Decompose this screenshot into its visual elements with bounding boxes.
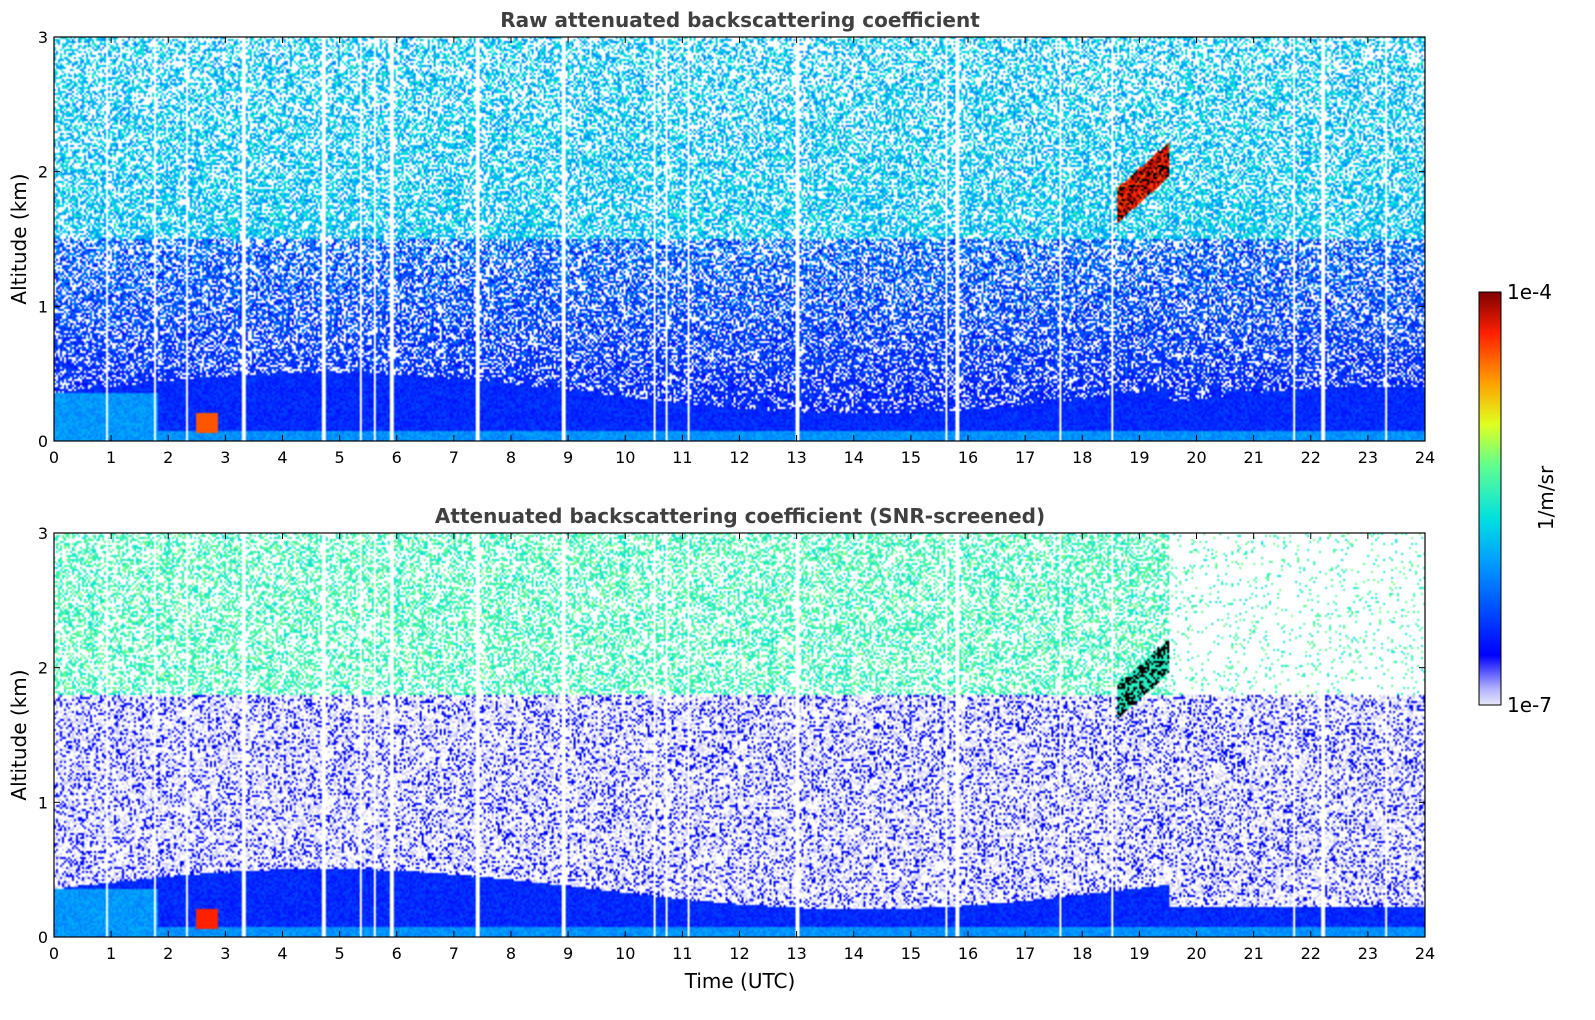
panel-screened-title: Attenuated backscattering coefficient (S… — [435, 504, 1045, 528]
colorbar: 1e-4 1e-7 1/m/sr — [1478, 280, 1558, 717]
panel-screened-x-tick-label: 19 — [1129, 944, 1149, 963]
panel-screened-x-tick-label: 18 — [1072, 944, 1092, 963]
panel-screened-y-tick-label: 1 — [38, 793, 48, 812]
panel-raw-y-ticks: 0 1 2 3 — [38, 28, 1425, 451]
panel-screened-x-tick-label: 13 — [786, 944, 806, 963]
panel-screened-x-tick-label: 4 — [277, 944, 287, 963]
panel-raw-x-tick-label: 21 — [1243, 448, 1263, 467]
panel-screened-y-tick-label: 3 — [38, 524, 48, 543]
panel-raw-x-tick-label: 16 — [958, 448, 978, 467]
panel-screened-x-tick-label: 5 — [335, 944, 345, 963]
panel-raw-title: Raw attenuated backscattering coefficien… — [500, 8, 980, 32]
panel-raw-x-tick-label: 10 — [615, 448, 635, 467]
panel-raw-x-tick-label: 24 — [1415, 448, 1435, 467]
panel-raw-x-tick-label: 2 — [163, 448, 173, 467]
panel-screened-xlabel: Time (UTC) — [684, 969, 796, 993]
colorbar-min-label: 1e-7 — [1507, 693, 1552, 717]
panel-raw-x-tick-label: 23 — [1358, 448, 1378, 467]
panel-screened-x-tick-label: 12 — [729, 944, 749, 963]
panel-screened-x-tick-label: 6 — [392, 944, 402, 963]
panel-raw-y-tick-label: 3 — [38, 28, 48, 47]
panel-screened-x-tick-label: 3 — [220, 944, 230, 963]
panel-screened-x-tick-label: 22 — [1301, 944, 1321, 963]
panel-raw-x-tick-label: 12 — [729, 448, 749, 467]
panel-screened-x-tick-label: 15 — [901, 944, 921, 963]
panel-screened-x-tick-label: 10 — [615, 944, 635, 963]
panel-screened-x-tick-label: 7 — [449, 944, 459, 963]
panel-screened-heatmap — [54, 533, 1425, 937]
panel-raw-x-tick-label: 22 — [1301, 448, 1321, 467]
panel-raw-x-tick-label: 19 — [1129, 448, 1149, 467]
panel-screened-x-tick-label: 21 — [1243, 944, 1263, 963]
panel-raw-x-tick-label: 17 — [1015, 448, 1035, 467]
panel-raw-y-tick-label: 0 — [38, 432, 48, 451]
panel-raw-x-tick-label: 8 — [506, 448, 516, 467]
colorbar-max-label: 1e-4 — [1507, 280, 1552, 304]
panel-screened-x-tick-label: 17 — [1015, 944, 1035, 963]
panel-screened-x-tick-label: 24 — [1415, 944, 1435, 963]
panel-raw-x-tick-label: 4 — [277, 448, 287, 467]
panel-screened-y-tick-label: 0 — [38, 928, 48, 947]
panel-raw-x-tick-label: 15 — [901, 448, 921, 467]
panel-raw-x-tick-label: 1 — [106, 448, 116, 467]
panel-screened-x-tick-label: 9 — [563, 944, 573, 963]
panel-screened-x-tick-label: 20 — [1186, 944, 1206, 963]
panel-screened-x-ticks: 0 1 2 3 4 5 6 7 8 9 10 11 12 13 14 15 16 17 18 19 20 21 22 23 24 — [49, 533, 1435, 963]
panel-raw-x-tick-label: 5 — [335, 448, 345, 467]
panel-screened: Attenuated backscattering coefficient (S… — [7, 504, 1435, 993]
panel-raw-x-tick-label: 18 — [1072, 448, 1092, 467]
colorbar-label: 1/m/sr — [1534, 465, 1558, 530]
panel-screened-x-tick-label: 2 — [163, 944, 173, 963]
panel-raw-x-tick-label: 3 — [220, 448, 230, 467]
panel-screened-x-tick-label: 11 — [672, 944, 692, 963]
panel-raw-y-tick-label: 1 — [38, 297, 48, 316]
panel-raw-x-tick-label: 7 — [449, 448, 459, 467]
panel-raw: Raw attenuated backscattering coefficien… — [7, 8, 1435, 467]
panel-raw-x-tick-label: 11 — [672, 448, 692, 467]
panel-screened-x-tick-label: 8 — [506, 944, 516, 963]
panel-raw-x-tick-label: 9 — [563, 448, 573, 467]
panel-screened-x-tick-label: 0 — [49, 944, 59, 963]
panel-raw-x-tick-label: 14 — [844, 448, 864, 467]
panel-raw-ylabel: Altitude (km) — [7, 173, 31, 304]
panel-screened-x-tick-label: 23 — [1358, 944, 1378, 963]
panel-raw-x-tick-label: 20 — [1186, 448, 1206, 467]
panel-screened-x-tick-label: 16 — [958, 944, 978, 963]
colorbar-gradient — [1478, 291, 1502, 706]
panel-screened-x-tick-label: 14 — [844, 944, 864, 963]
panel-raw-x-ticks: 0 1 2 3 4 5 6 7 8 9 10 11 12 13 14 15 16 17 18 19 20 21 22 23 24 — [49, 37, 1435, 467]
panel-raw-y-tick-label: 2 — [38, 163, 48, 182]
panel-screened-ylabel: Altitude (km) — [7, 669, 31, 800]
panel-screened-y-ticks: 0 1 2 3 — [38, 524, 1425, 947]
panel-screened-y-tick-label: 2 — [38, 659, 48, 678]
panel-raw-x-tick-label: 13 — [786, 448, 806, 467]
panel-screened-x-tick-label: 1 — [106, 944, 116, 963]
panel-raw-x-tick-label: 6 — [392, 448, 402, 467]
panel-raw-heatmap — [54, 37, 1425, 441]
panel-raw-x-tick-label: 0 — [49, 448, 59, 467]
